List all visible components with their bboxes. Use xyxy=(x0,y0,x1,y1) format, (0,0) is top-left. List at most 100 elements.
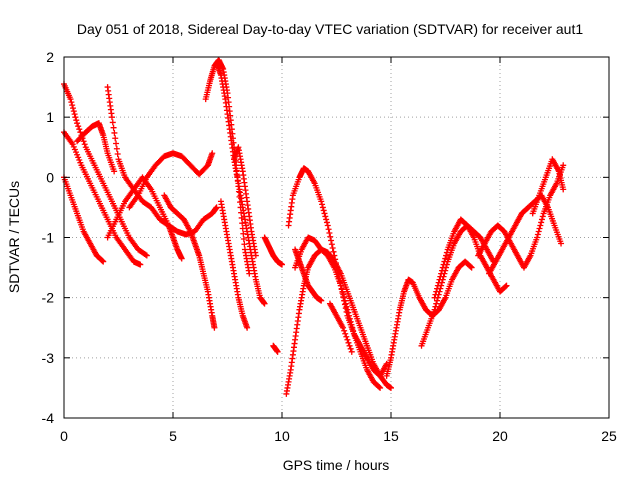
data-point xyxy=(536,225,543,232)
data-point xyxy=(538,219,545,226)
data-point xyxy=(340,324,347,331)
y-tick-label: -2 xyxy=(42,290,55,306)
series-track-3 xyxy=(61,174,107,265)
data-point xyxy=(143,252,150,259)
data-point xyxy=(328,237,335,244)
data-point xyxy=(239,220,246,227)
data-point xyxy=(348,348,355,355)
data-point xyxy=(100,258,107,265)
data-point xyxy=(80,138,87,145)
data-point xyxy=(324,222,331,229)
data-point xyxy=(435,279,442,286)
data-point xyxy=(344,336,351,343)
data-point xyxy=(433,288,440,295)
x-tick-label: 20 xyxy=(492,428,508,444)
data-point xyxy=(539,213,546,220)
chart-title: Day 051 of 2018, Sidereal Day-to-day VTE… xyxy=(77,21,584,37)
data-point xyxy=(503,282,510,289)
data-point xyxy=(69,105,76,112)
series-track-13 xyxy=(270,342,281,355)
series-track-18 xyxy=(261,234,285,268)
data-point xyxy=(438,267,445,274)
data-point xyxy=(345,309,352,316)
data-point xyxy=(383,360,390,367)
data-point xyxy=(441,258,448,265)
data-point xyxy=(69,102,76,109)
data-point xyxy=(319,201,326,208)
series-track-1 xyxy=(61,81,150,259)
x-axis-label: GPS time / hours xyxy=(283,457,390,473)
axis-ticks: 0 5 10 15 20 25 -4 -3 -2 -1 0 1 2 xyxy=(42,49,617,444)
data-point xyxy=(74,120,81,127)
data-point xyxy=(534,234,541,241)
data-point xyxy=(468,264,475,271)
data-point xyxy=(349,324,356,331)
data-point xyxy=(244,324,251,331)
y-tick-label: 2 xyxy=(46,49,54,65)
grid xyxy=(64,57,609,418)
data-point xyxy=(442,255,449,262)
data-point xyxy=(178,255,185,262)
data-point xyxy=(345,339,352,346)
y-tick-label: -1 xyxy=(42,230,55,246)
series-track-22 xyxy=(431,216,510,301)
y-tick-label: 1 xyxy=(46,109,54,125)
data-point xyxy=(432,303,439,310)
data-point xyxy=(342,300,349,307)
data-point xyxy=(261,300,268,307)
data-point xyxy=(137,261,144,268)
data-point xyxy=(114,151,121,158)
data-point xyxy=(111,168,118,175)
data-point xyxy=(347,345,354,352)
data-point xyxy=(376,384,383,391)
data-point xyxy=(440,261,447,268)
data-point xyxy=(142,251,149,258)
data-point xyxy=(340,291,347,298)
data-point xyxy=(329,245,336,252)
data-point xyxy=(388,384,394,391)
data-point xyxy=(341,294,348,301)
data-point xyxy=(350,327,357,334)
x-tick-label: 25 xyxy=(601,428,617,444)
data-point xyxy=(113,145,120,152)
data-point xyxy=(537,222,544,229)
data-point xyxy=(109,119,116,126)
data-point xyxy=(535,228,542,235)
x-tick-label: 0 xyxy=(60,428,68,444)
data-point xyxy=(252,252,259,259)
data-point xyxy=(99,257,106,264)
data-point xyxy=(318,297,325,304)
data-point xyxy=(434,297,441,304)
data-point xyxy=(348,321,355,328)
data-point xyxy=(70,108,77,115)
data-point xyxy=(68,99,75,106)
data-point xyxy=(112,135,119,142)
data-point xyxy=(439,264,446,271)
series-track-8 xyxy=(161,192,218,331)
data-point xyxy=(443,249,450,256)
series-track-7 xyxy=(126,150,216,211)
data-point xyxy=(326,229,333,236)
x-tick-label: 10 xyxy=(274,428,290,444)
data-point xyxy=(434,282,441,289)
data-point xyxy=(71,111,78,118)
data-point xyxy=(320,207,327,214)
data-point xyxy=(241,241,248,248)
data-point xyxy=(209,150,216,157)
data-point xyxy=(343,333,350,340)
data-point xyxy=(339,288,346,295)
data-point xyxy=(332,256,339,263)
y-tick-label: -3 xyxy=(42,350,55,366)
data-point xyxy=(73,117,80,124)
series-track-11 xyxy=(231,144,259,259)
data-point xyxy=(211,324,218,331)
data-point xyxy=(431,294,438,301)
series-track-12 xyxy=(217,198,251,331)
data-point xyxy=(274,348,281,355)
series-track-6 xyxy=(104,174,185,262)
data-layer xyxy=(61,57,567,397)
data-point xyxy=(323,219,330,226)
data-point xyxy=(325,226,332,233)
series-track-20 xyxy=(383,258,475,379)
